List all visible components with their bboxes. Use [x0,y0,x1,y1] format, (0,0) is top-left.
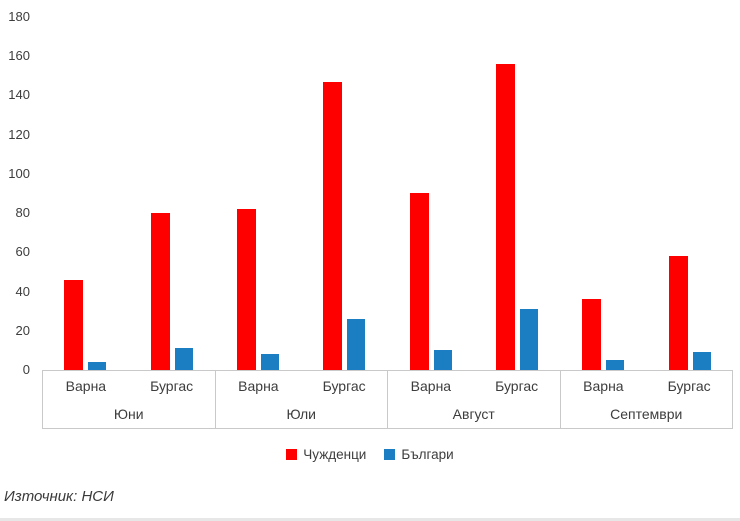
y-tick-label: 40 [15,283,30,299]
city-row: Варна Бургас [561,371,733,400]
month-label: Юли [286,406,316,422]
city-row: Варна Бургас [43,371,215,400]
bar-pair-cell [560,17,646,370]
bar-pair-cell [128,17,214,370]
legend-swatch-bulgarians [384,449,396,460]
city-label: Бургас [667,377,711,394]
bar-series-0 [582,299,602,370]
bottom-divider [0,518,740,521]
category-axis: Варна Бургас Юни Варна Бургас Юли Варна Бургас А… [42,370,733,429]
legend-item-foreigners: Чужденци [286,447,366,462]
month-label: Юни [113,406,144,422]
bar-series-0 [150,213,170,370]
y-tick-label: 20 [15,322,30,338]
legend-swatch-foreigners [286,449,298,460]
city-label: Бургас [495,377,539,394]
bar-pair-cell [42,17,128,370]
bar-series-0 [496,64,516,370]
bar-series-0 [236,209,256,370]
category-group: Варна Бургас Август [388,371,561,428]
bar-series-0 [668,256,688,370]
y-tick-label: 80 [15,205,30,221]
bar-series-1 [347,319,366,370]
bar-pair-cell [215,17,301,370]
bar-series-0 [409,193,429,370]
y-tick-label: 120 [8,126,30,142]
category-group: Варна Бургас Юни [43,371,216,428]
city-label: Бургас [150,377,194,394]
bar-pair-cell [647,17,733,370]
bar-series-1 [88,362,107,370]
bar-series-1 [692,352,711,370]
bar-series-1 [260,354,279,370]
bar-series-1 [174,348,193,370]
bar-pair-cell [474,17,560,370]
bar-series-0 [323,82,343,370]
city-label: Варна [238,377,279,394]
y-tick-label: 0 [22,362,30,377]
category-group: Варна Бургас Юли [216,371,388,428]
bar-series-0 [64,280,84,370]
bar-series-1 [433,350,452,370]
y-tick-label: 100 [8,165,30,181]
plot-area [42,17,733,371]
city-label: Варна [410,377,452,394]
y-tick-label: 180 [8,9,30,24]
legend-label-foreigners: Чужденци [303,447,367,462]
city-row: Варна Бургас [216,371,388,400]
month-label: Септември [610,406,683,422]
source-note: Източник: НСИ [4,488,114,505]
city-label: Бургас [322,377,366,394]
y-tick-label: 160 [8,48,30,64]
legend-label-bulgarians: Българи [401,447,454,462]
bar-pair-cell [301,17,387,370]
y-axis: 180 160 140 120 100 80 60 40 20 0 [0,0,30,440]
city-label: Варна [65,377,107,394]
y-tick-label: 60 [15,244,30,260]
y-tick-label: 140 [8,87,30,103]
city-label: Варна [583,377,624,394]
bar-pair-cell [388,17,474,370]
bar-series-1 [606,360,625,370]
city-row: Варна Бургас [388,371,560,400]
legend-item-bulgarians: Българи [384,447,454,462]
bar-series-1 [520,309,539,370]
legend: Чужденци Българи [0,447,740,462]
category-group: Варна Бургас Септември [561,371,733,428]
month-label: Август [452,406,495,422]
